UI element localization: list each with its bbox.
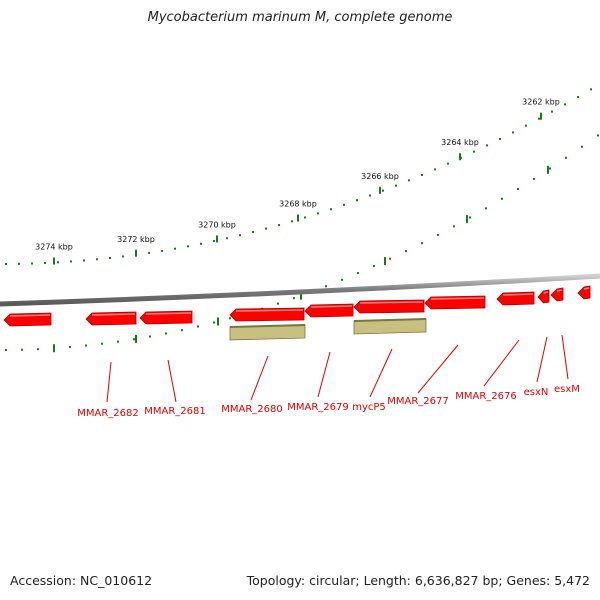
label-leader-line	[317, 351, 331, 398]
kbp-label: 3272 kbp	[117, 235, 155, 244]
gene-label[interactable]: MMAR_2682	[77, 408, 139, 419]
features	[3, 285, 591, 341]
gene-label[interactable]: MMAR_2681	[144, 406, 206, 417]
gene-arrow[interactable]	[353, 299, 425, 314]
gene-arrow[interactable]	[537, 289, 550, 304]
gene-labels: MMAR_2682 MMAR_2681 MMAR_2680 MMAR_2679 mycP…	[77, 334, 580, 419]
label-leader-line	[483, 339, 520, 387]
gene-label[interactable]: MMAR_2679	[287, 402, 349, 413]
kbp-label: 3268 kbp	[279, 200, 317, 209]
label-leader-line	[417, 344, 459, 394]
gene-arrow[interactable]	[424, 295, 486, 310]
label-leader-line	[369, 348, 393, 398]
outer-scale-ticks	[5, 88, 592, 265]
gene-arrow[interactable]	[496, 291, 535, 306]
kbp-label: 3262 kbp	[522, 98, 560, 107]
gene-arrow[interactable]	[577, 285, 591, 300]
feature-box[interactable]	[353, 318, 427, 335]
kbp-label: 3264 kbp	[441, 138, 479, 147]
kbp-label: 3270 kbp	[198, 220, 236, 229]
gene-arrow[interactable]	[304, 303, 354, 318]
genome-backbone	[0, 273, 600, 307]
gene-arrow[interactable]	[550, 287, 564, 302]
kbp-label: 3274 kbp	[35, 243, 73, 252]
gene-label[interactable]: MMAR_2680	[221, 404, 283, 415]
page-title: Mycobacterium marinum M, complete genome	[147, 10, 453, 25]
genome-summary-text: Topology: circular; Length: 6,636,827 bp…	[246, 573, 590, 588]
scale-labels: 3274 kbp 3272 kbp 3270 kbp 3268 kbp 3266 kbp…	[35, 98, 560, 265]
kbp-label: 3266 kbp	[361, 172, 399, 181]
gene-arrow[interactable]	[139, 310, 193, 325]
gene-label[interactable]: esxN	[524, 387, 549, 398]
accession-text: Accession: NC_010612	[10, 573, 153, 588]
gene-label[interactable]: MMAR_2677	[387, 396, 449, 407]
gene-label[interactable]: MMAR_2676	[455, 391, 517, 402]
gene-label[interactable]: esxM	[554, 384, 580, 395]
gene-arrow[interactable]	[85, 311, 137, 326]
label-leader-line	[250, 355, 269, 401]
gene-arrow[interactable]	[3, 312, 52, 327]
gene-arrow[interactable]	[229, 307, 305, 322]
label-leader-line	[536, 336, 548, 383]
feature-box[interactable]	[229, 324, 306, 341]
label-leader-line	[561, 334, 569, 380]
gene-label[interactable]: mycP5	[352, 402, 386, 413]
label-leader-line	[106, 361, 112, 403]
label-leader-line	[167, 359, 177, 403]
